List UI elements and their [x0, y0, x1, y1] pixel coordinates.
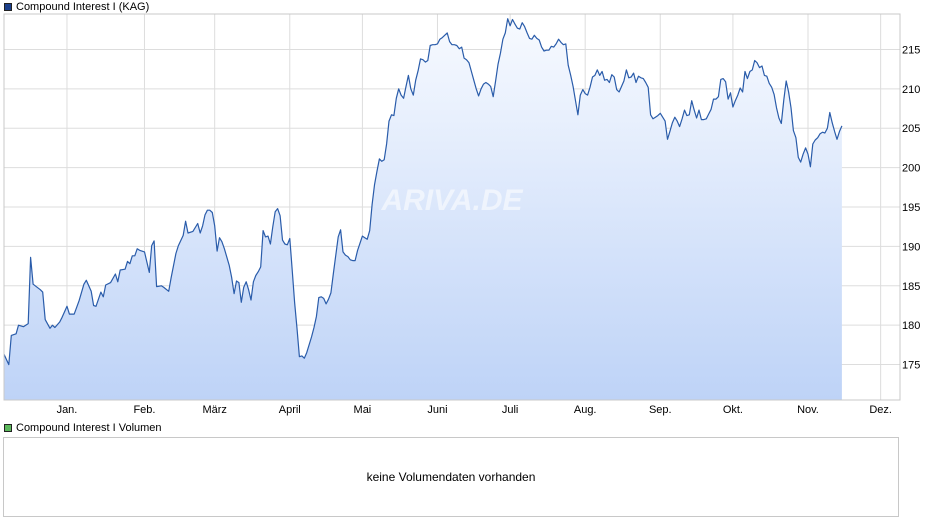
x-tick-label: Feb. — [133, 404, 155, 416]
x-tick-label: April — [279, 404, 301, 416]
x-tick-label: März — [202, 404, 226, 416]
y-axis: 175 180 185 190 195 200 205 210 215 — [902, 44, 920, 371]
watermark: ARIVA.DE — [380, 184, 523, 217]
y-tick-label: 180 — [902, 320, 920, 332]
y-tick-label: 215 — [902, 44, 920, 56]
x-tick-label: Aug. — [574, 404, 597, 416]
y-tick-label: 175 — [902, 360, 920, 372]
y-tick-label: 190 — [902, 241, 920, 253]
y-tick-label: 210 — [902, 84, 920, 96]
price-legend-swatch — [4, 3, 12, 11]
price-line — [4, 18, 843, 366]
x-tick-label: Dez. — [869, 404, 892, 416]
volume-legend: Compound Interest I Volumen — [4, 422, 162, 434]
y-tick-label: 205 — [902, 123, 920, 135]
y-tick-label: 200 — [902, 163, 920, 175]
x-tick-label: Jan. — [57, 404, 78, 416]
x-axis: Jan. Feb. März April Mai Juni Juli Aug. Sep. Okt.… — [57, 404, 892, 416]
x-tick-label: Juli — [502, 404, 519, 416]
volume-legend-label: Compound Interest I Volumen — [16, 422, 162, 434]
x-tick-label: Juni — [427, 404, 447, 416]
y-tick-label: 195 — [902, 202, 920, 214]
y-tick-label: 185 — [902, 281, 920, 293]
price-legend-label: Compound Interest I (KAG) — [16, 1, 150, 13]
volume-legend-swatch — [4, 424, 12, 432]
x-tick-label: Mai — [354, 404, 372, 416]
x-tick-label: Nov. — [797, 404, 819, 416]
price-area — [4, 18, 842, 400]
x-tick-label: Sep. — [649, 404, 672, 416]
price-chart: ARIVA.DE 175 180 185 190 195 200 205 210 215 Jan… — [3, 13, 920, 416]
no-volume-message: keine Volumendaten vorhanden — [366, 470, 536, 484]
x-tick-label: Okt. — [723, 404, 743, 416]
plot-border — [3, 13, 901, 401]
volume-panel: keine Volumendaten vorhanden — [3, 437, 899, 517]
price-legend: Compound Interest I (KAG) — [4, 1, 149, 13]
